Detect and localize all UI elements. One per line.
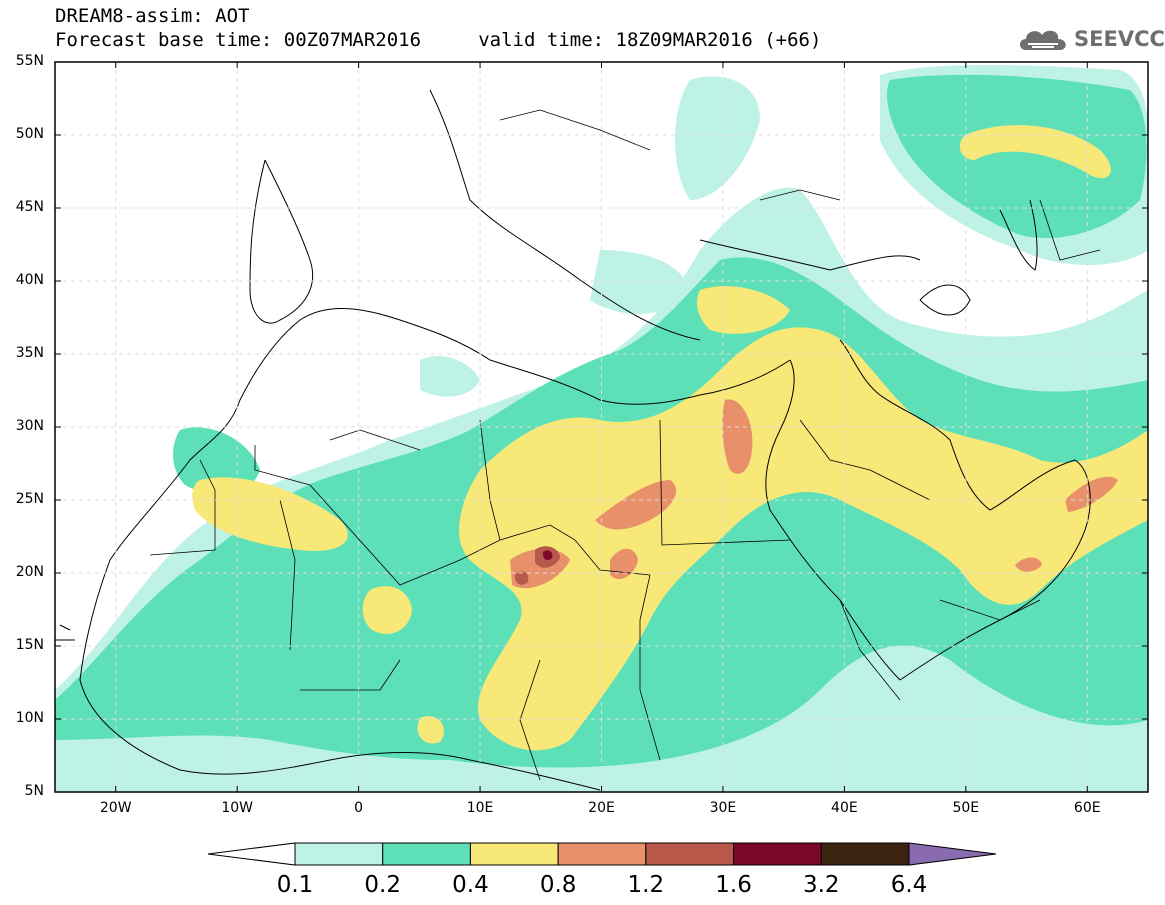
lon-label: 60E xyxy=(1073,800,1101,816)
lon-label: 30E xyxy=(709,800,737,816)
colorbar-swatch xyxy=(469,842,559,866)
colorbar-label: 0.1 xyxy=(276,872,314,898)
colorbar-swatch xyxy=(294,842,384,866)
lon-label: 0 xyxy=(354,800,364,816)
seevccc-logo: SEEVCCC xyxy=(1016,22,1165,56)
lat-label: 30N xyxy=(15,418,44,434)
lat-label: 40N xyxy=(15,272,44,288)
lat-label: 25N xyxy=(15,491,44,507)
lat-label: 5N xyxy=(24,783,44,799)
colorbar-swatch xyxy=(382,842,471,866)
colorbar-label: 0.2 xyxy=(364,872,401,898)
lat-label: 20N xyxy=(15,564,44,580)
lon-label: 10E xyxy=(466,800,494,816)
aot-band-0.4 xyxy=(192,125,1148,751)
colorbar-label: 1.6 xyxy=(715,872,752,898)
graticule xyxy=(55,62,1148,792)
colorbar-swatch xyxy=(645,842,735,866)
colorbar-swatch xyxy=(557,842,647,866)
cloud-icon xyxy=(1020,30,1066,50)
lon-label: 40E xyxy=(831,800,858,816)
colorbar xyxy=(207,842,997,866)
lat-label: 50N xyxy=(15,126,44,142)
forecast-times: Forecast base time: 00Z07MAR2016 valid t… xyxy=(55,29,822,51)
lat-label: 35N xyxy=(15,345,44,361)
coastlines xyxy=(55,89,1091,791)
colorbar-label: 0.8 xyxy=(539,872,577,898)
logo-text: SEEVCCC xyxy=(1074,27,1165,51)
colorbar-label: 3.2 xyxy=(802,872,840,898)
lon-label: 50E xyxy=(952,800,980,816)
map-title: DREAM8-assim: AOT xyxy=(55,5,250,27)
lat-label: 15N xyxy=(15,637,44,653)
colorbar-swatch xyxy=(733,842,822,866)
colorbar-low-extend xyxy=(207,842,296,866)
colorbar-label: 6.4 xyxy=(890,872,928,898)
colorbar-label: 1.2 xyxy=(627,872,665,898)
lat-label: 10N xyxy=(15,710,44,726)
lon-label: 10W xyxy=(221,800,253,816)
colorbar-swatch xyxy=(820,842,910,866)
lon-label: 20E xyxy=(588,800,615,816)
lat-label: 45N xyxy=(15,199,44,215)
colorbar-high-extend xyxy=(908,842,997,866)
lon-label: 20W xyxy=(99,800,132,816)
axis-ticks xyxy=(55,61,1148,793)
aot-band-1.6 xyxy=(542,550,553,560)
colorbar-label: 0.4 xyxy=(452,872,489,898)
lat-label: 55N xyxy=(15,53,44,69)
